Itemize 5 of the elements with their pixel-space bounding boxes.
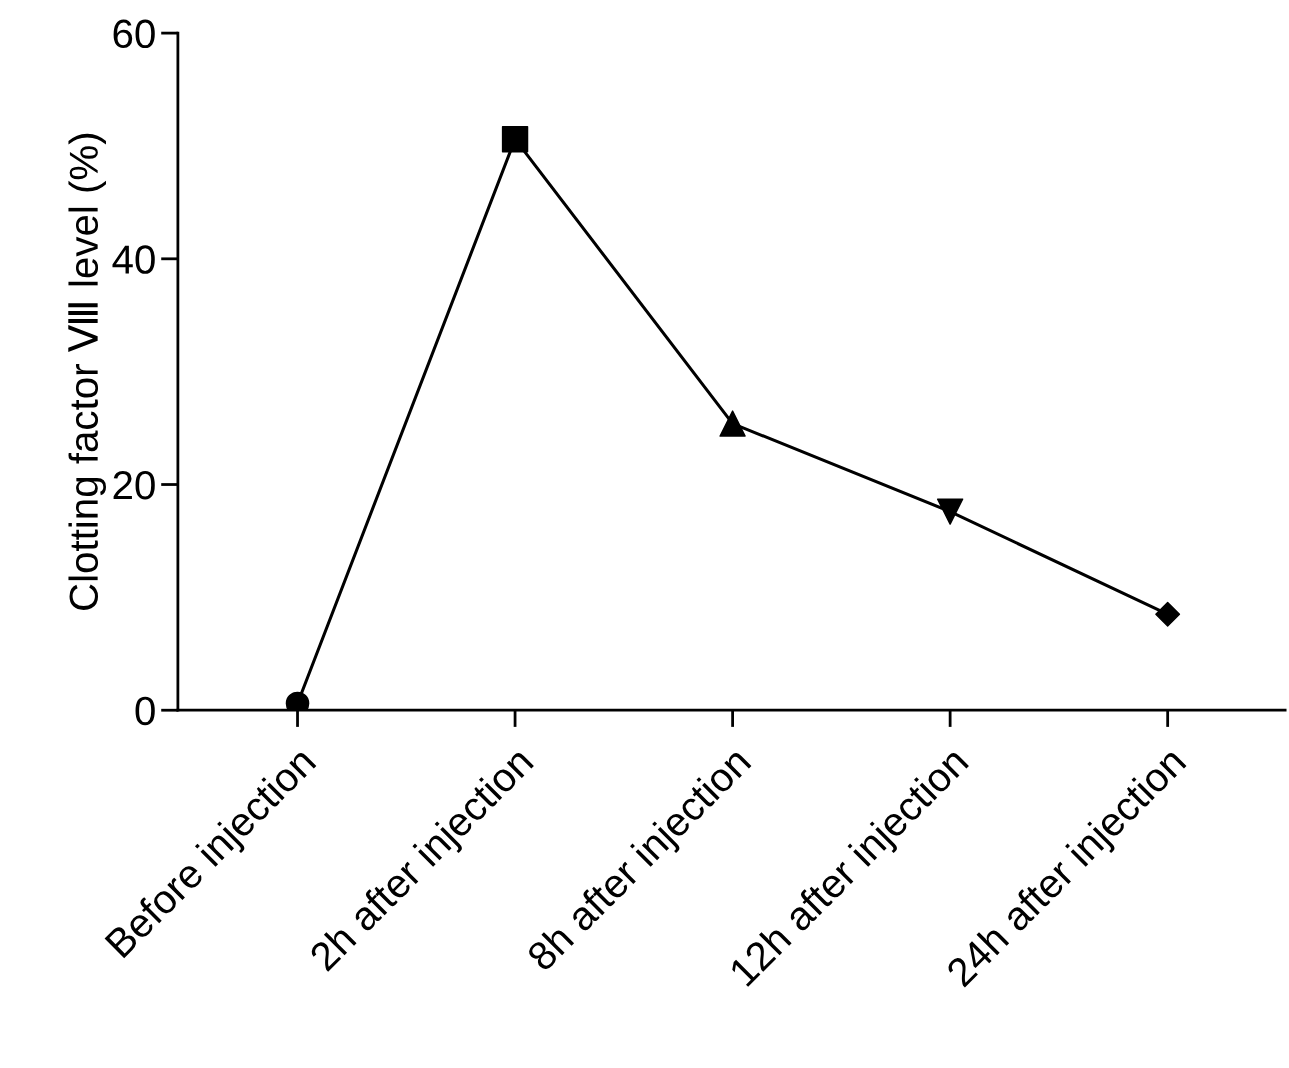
y-tick-label: 0 [135,696,155,726]
y-tick-label: 60 [113,19,155,49]
y-tick-label: 20 [113,470,155,500]
y-tick-label: 40 [112,245,155,274]
y-axis-title: Clotting factor Ⅷ level (%) [68,133,106,610]
